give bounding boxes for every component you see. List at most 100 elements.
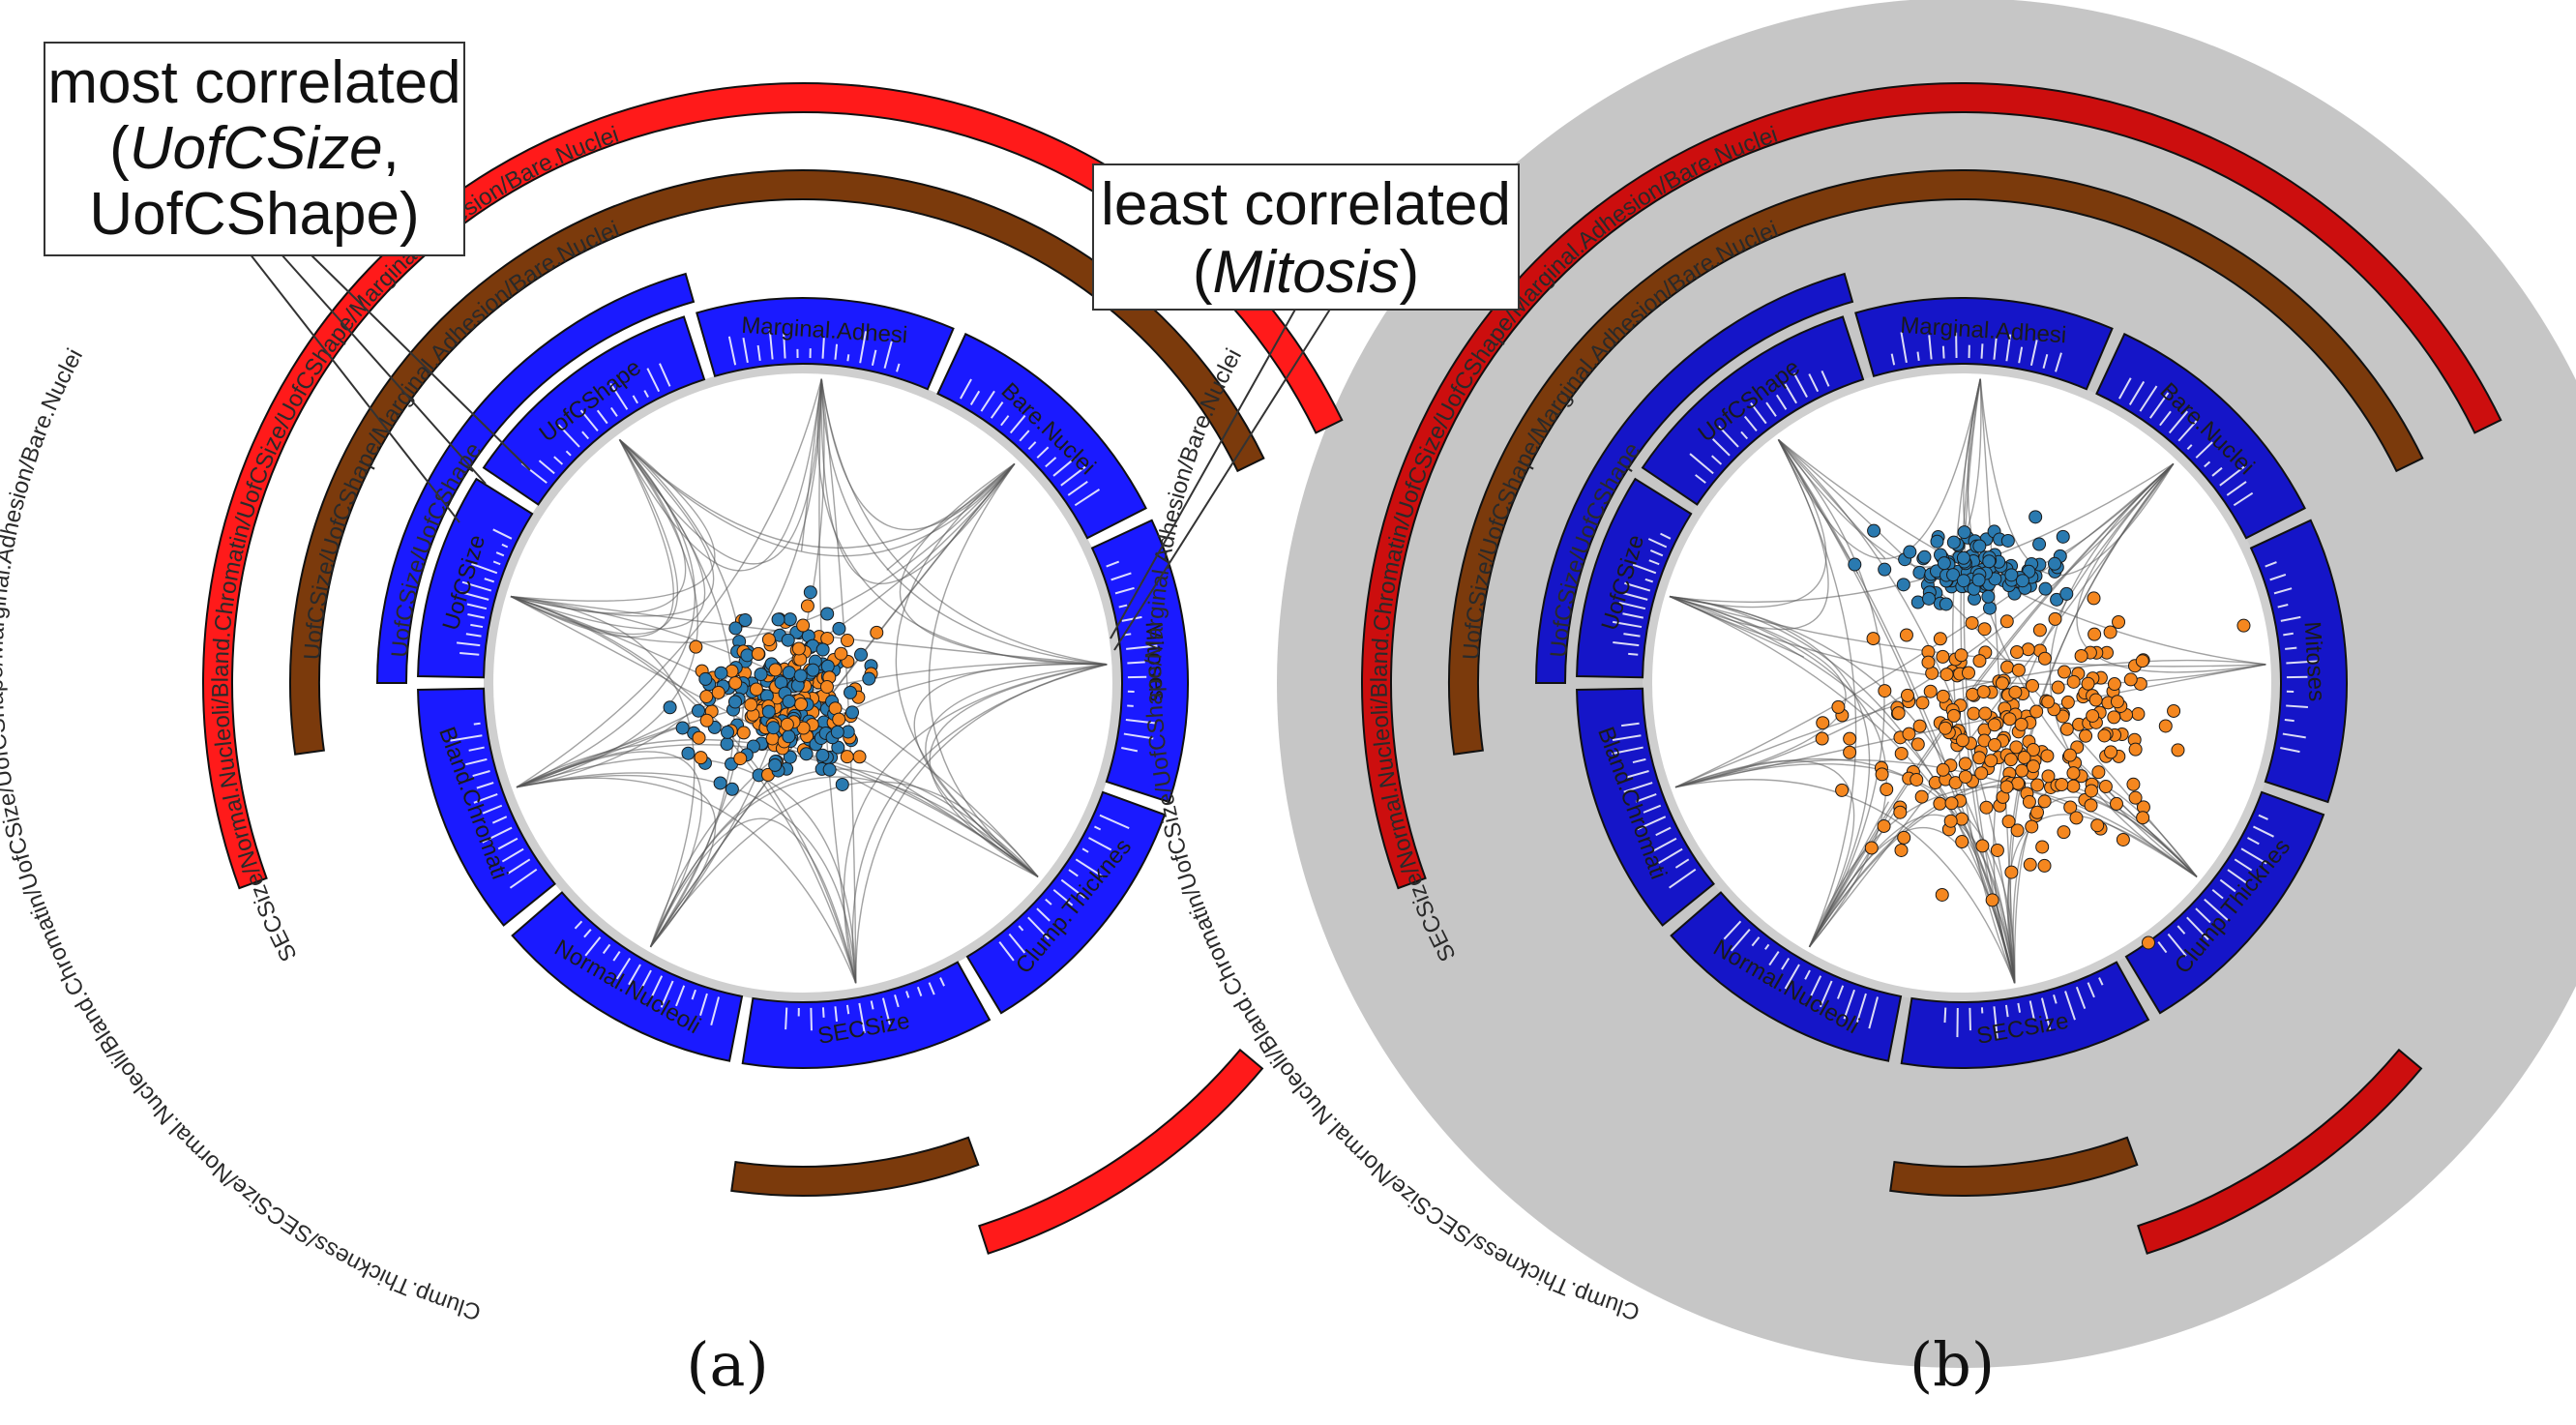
point-orange: [2087, 591, 2101, 606]
histogram-bar: [1792, 372, 1808, 398]
point-orange: [1923, 684, 1938, 698]
point-orange: [796, 618, 811, 633]
segment-uofcsize[interactable]: [417, 477, 534, 679]
point-orange: [2091, 765, 2106, 780]
segment-secsize[interactable]: [1900, 961, 2150, 1069]
correlation-edge: [820, 378, 1016, 584]
point-blue: [793, 668, 808, 683]
point-orange: [2015, 763, 2029, 778]
correlation-edge: [618, 378, 822, 565]
arc-level3[interactable]: [289, 169, 1265, 756]
segment-label: Mitoses: [2298, 621, 2329, 702]
point-orange: [2035, 840, 2050, 854]
point-orange: [768, 663, 783, 677]
histogram-bar: [1730, 929, 1751, 952]
point-blue: [1956, 574, 1970, 588]
point-blue: [771, 612, 785, 627]
callout-pointer: [249, 252, 460, 523]
histogram-bar: [1928, 335, 1933, 360]
correlation-edge: [1669, 595, 1804, 658]
arc-level4[interactable]: [1361, 82, 2502, 890]
point-orange: [1843, 745, 1857, 759]
segment-marginal-adhesi[interactable]: [1854, 297, 2114, 391]
point-blue: [782, 695, 796, 709]
segment-ring: UofCSizeUofCShapeMarginal.AdhesiBare.Nuc…: [417, 297, 1189, 1069]
point-orange: [1831, 699, 1846, 714]
histogram-bar: [2055, 352, 2062, 372]
histogram-bar: [2219, 464, 2246, 487]
point-orange: [1880, 782, 1894, 796]
point-orange: [1958, 769, 1972, 784]
point-blue: [803, 585, 817, 600]
segment-bare-nuclei[interactable]: [936, 332, 1147, 540]
arc-level2[interactable]: [1534, 272, 1854, 684]
histogram-bar: [1689, 453, 1714, 475]
histogram-bar: [2042, 353, 2049, 370]
histogram-bar: [1075, 858, 1104, 878]
segment-histogram: [1689, 370, 1830, 484]
histogram-bar: [2219, 878, 2236, 893]
point-orange: [1894, 843, 1909, 857]
arc-level4-lower[interactable]: [978, 1048, 1264, 1255]
point-orange: [1893, 805, 1908, 819]
histogram-bar: [583, 929, 592, 938]
segment-clump-thicknes[interactable]: [2124, 790, 2325, 1015]
histogram-bar: [1121, 615, 1142, 622]
point-blue: [1917, 549, 1932, 564]
point-blue: [781, 633, 795, 647]
point-orange: [1815, 731, 1829, 746]
segment-uofcsize[interactable]: [1576, 477, 1693, 679]
histogram-bar: [1114, 586, 1135, 595]
histogram-bar: [2186, 444, 2193, 450]
scatter-points: [1815, 510, 2251, 950]
point-orange: [1944, 796, 1959, 811]
point-orange: [841, 634, 855, 648]
arc-level2[interactable]: [375, 272, 696, 684]
histogram-bar: [615, 957, 632, 980]
arc-level4-lower[interactable]: [2137, 1048, 2423, 1255]
caption-b: (b): [1910, 1329, 1995, 1400]
point-blue: [806, 663, 820, 677]
segment-uofcshape[interactable]: [1641, 315, 1865, 506]
segment-uofcshape[interactable]: [482, 315, 706, 506]
point-orange: [2104, 745, 2118, 759]
point-orange: [1938, 721, 1952, 735]
point-orange: [1972, 751, 1987, 765]
histogram-bar: [1765, 401, 1777, 417]
segment-histogram: [785, 977, 945, 1034]
point-orange: [2011, 663, 2026, 677]
point-orange: [1954, 648, 1969, 663]
histogram-bar: [1941, 345, 1945, 359]
segment-marginal-adhesi[interactable]: [696, 297, 955, 391]
point-orange: [1966, 687, 1980, 701]
segment-clump-thicknes[interactable]: [965, 790, 1167, 1015]
point-orange: [2026, 759, 2040, 774]
histogram-bar: [768, 328, 774, 360]
point-orange: [2135, 654, 2149, 668]
histogram-bar: [1068, 869, 1079, 877]
histogram-bar: [1836, 985, 1845, 999]
arc-level3[interactable]: [1448, 169, 2424, 756]
correlation-edge: [510, 439, 678, 636]
point-orange: [1979, 800, 1994, 815]
point-orange: [2037, 858, 2052, 873]
histogram-bar: [834, 343, 839, 360]
point-blue: [2056, 529, 2070, 544]
segment-mitoses[interactable]: [2249, 519, 2348, 804]
segment-normal-nucleoli[interactable]: [511, 891, 744, 1062]
point-blue: [1983, 601, 1998, 615]
point-blue: [1981, 589, 1996, 604]
histogram-bar: [727, 336, 737, 366]
histogram-bar: [1969, 1007, 1971, 1031]
arc-level4[interactable]: [202, 82, 1344, 890]
correlation-edge: [928, 463, 1039, 877]
histogram-bar: [810, 1007, 813, 1031]
point-orange: [2128, 790, 2143, 805]
segment-mitoses[interactable]: [1090, 519, 1189, 804]
segment-secsize[interactable]: [741, 961, 992, 1069]
arc-level3-lower[interactable]: [1889, 1136, 2139, 1197]
arc-level3-lower[interactable]: [730, 1136, 980, 1197]
point-orange: [780, 717, 794, 731]
segment-bare-nuclei[interactable]: [2095, 332, 2306, 540]
histogram-bar: [2204, 460, 2211, 468]
